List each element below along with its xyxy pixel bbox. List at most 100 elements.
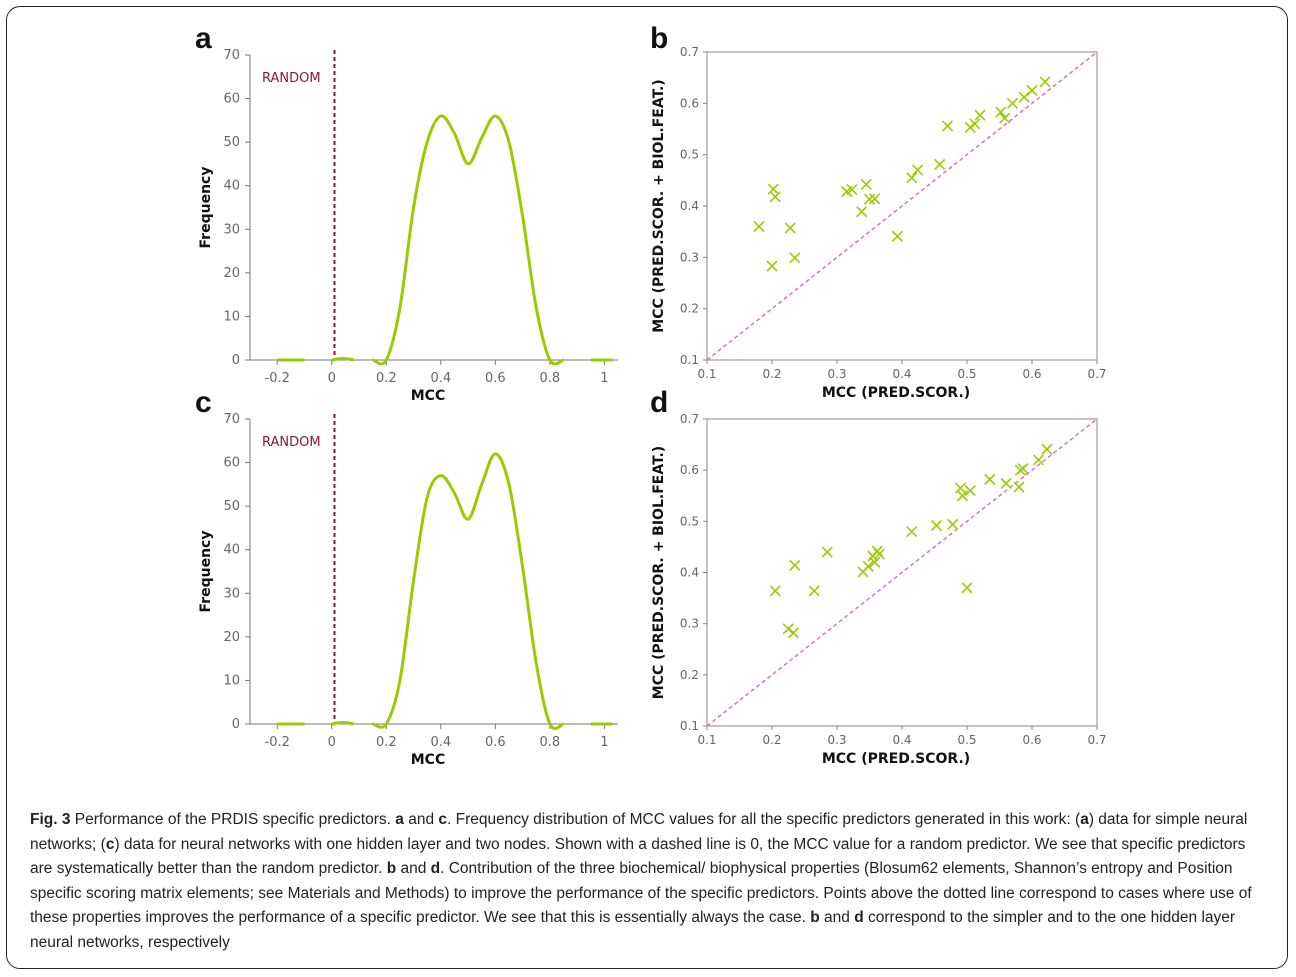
scatter-point-stroke [873,548,885,560]
scatter-point [863,193,876,205]
x-tick-label: 0.2 [376,371,397,386]
y-tick-label: 0.6 [680,96,699,110]
x-tick-label: 0.7 [1087,733,1106,747]
y-tick-label: 40 [223,543,240,558]
scatter-point [974,109,986,121]
scatter-point [767,183,779,195]
scatter-point-stroke [862,560,874,572]
y-tick-label: 0 [232,717,240,732]
scatter-point [1026,84,1038,97]
scatter-point-stroke [1013,481,1025,493]
scatter-point [766,260,778,272]
scatter-point-stroke [969,118,981,130]
scatter-point [912,164,924,176]
scatter-point [891,230,904,242]
panel-c: c 0 10 20 30 40 50 60 70 -0.2 0 0.2 0.4 0.6 0.8 1 MCC Fre… [195,386,618,768]
x-tick-label: 0.7 [1087,367,1106,381]
scatter-point-stroke [947,518,959,530]
scatter-point-stroke [869,193,881,205]
scatter-point-stroke [787,627,800,639]
y-tick-label: 10 [223,673,240,688]
scatter-point-stroke [912,164,924,176]
scatter-point-stroke [906,526,918,538]
y-tick-label: 50 [223,499,240,514]
y-tick-label: 30 [223,222,240,237]
scatter-point-stroke [846,184,858,196]
x-tick-label: 0.2 [376,735,397,750]
scatter-point [930,519,943,531]
scatter-point-stroke [891,230,904,242]
x-tick-label: 1 [600,735,608,750]
density-curve-main [372,114,564,366]
scatter-point-stroke [995,106,1007,118]
scatter-point-stroke [753,220,765,233]
scatter-point-stroke [974,109,986,121]
scatter-point [860,178,872,191]
y-tick-label: 0.7 [680,412,699,426]
caption-text: . Contribution of the three biochemical/… [30,860,1252,926]
caption-panel-ref: a [1080,811,1089,828]
y-axis-title: MCC (PRED.SCOR. + BIOL.FEAT.) [651,446,667,699]
scatter-point-stroke [784,222,796,234]
x-tick-label: 0.1 [697,733,716,747]
scatter-point-stroke [1026,84,1038,97]
x-tick-label: 0.4 [892,367,911,381]
scatter-point [769,191,781,203]
random-label: RANDOM [262,71,321,86]
x-tick-label: 0 [328,735,336,750]
x-tick-label: 0.6 [485,371,506,386]
caption-text: Performance of the PRDIS specific predic… [70,811,396,828]
panel-letter-a: a [195,22,212,55]
y-tick-label: 0.1 [680,719,699,733]
x-tick-label: 0.1 [697,367,716,381]
scatter-point [906,172,918,184]
diagonal-reference-line [706,51,1098,361]
figure-caption: Fig. 3 Performance of the PRDIS specific… [30,808,1268,955]
figure-frame [6,6,1288,969]
x-tick-label: 0.4 [892,733,911,747]
y-tick-label: 0.7 [680,45,699,59]
x-tick-label: 0.6 [485,735,506,750]
panel-b: b 0.1 0.2 0.3 0.4 0.5 0.6 0.7 0.1 0.2 0.3 0.4 0.5 0.6… [650,22,1107,401]
caption-panel-ref: d [854,909,864,926]
scatter-point [1000,477,1012,490]
caption-panel-ref: b [386,860,397,877]
y-tick-label: 0.6 [680,463,699,477]
x-tick-label: 0.3 [827,733,846,747]
caption-text: and [403,811,439,828]
scatter-point [954,482,967,494]
scatter-point [964,485,976,497]
scatter-point [869,556,881,568]
scatter-point-stroke [1006,97,1019,109]
y-axis-title: Frequency [198,531,214,613]
scatter-point [941,120,954,132]
scatter-point-stroke [769,191,781,203]
x-axis-title: MCC [411,752,445,768]
scatter-point-stroke [1032,454,1045,466]
scatter-point [787,627,800,639]
scatter-point [1006,97,1019,109]
x-tick-label: 1 [600,371,608,386]
scatter-point [999,112,1011,124]
caption-panel-ref: c [438,811,447,828]
scatter-point [947,518,959,530]
caption-panel-ref: a [395,811,404,828]
scatter-point [869,193,881,205]
x-tick-label: 0.8 [540,735,561,750]
caption-text: correspond to the simpler and to the one… [30,909,1236,951]
scatter-point [821,546,833,558]
y-tick-label: 0.3 [680,617,699,631]
y-tick-label: 20 [223,630,240,645]
diagonal-reference-line [706,418,1098,727]
scatter-point-stroke [1017,463,1029,475]
scatter-point [956,490,969,502]
panel-d: d 0.1 0.2 0.3 0.4 0.5 0.6 0.7 0.1 0.2 0.3 0.4 0.5 0.6… [650,386,1107,767]
caption-panel-ref: d [430,860,441,877]
y-tick-label: 30 [223,586,240,601]
x-axis-title: MCC (PRED.SCOR.) [822,751,970,767]
x-tick-label: 0.5 [957,733,976,747]
scatter-point [873,548,885,560]
y-tick-label: 50 [223,135,240,150]
panel-letter-c: c [195,386,212,419]
y-tick-label: 70 [223,48,240,63]
